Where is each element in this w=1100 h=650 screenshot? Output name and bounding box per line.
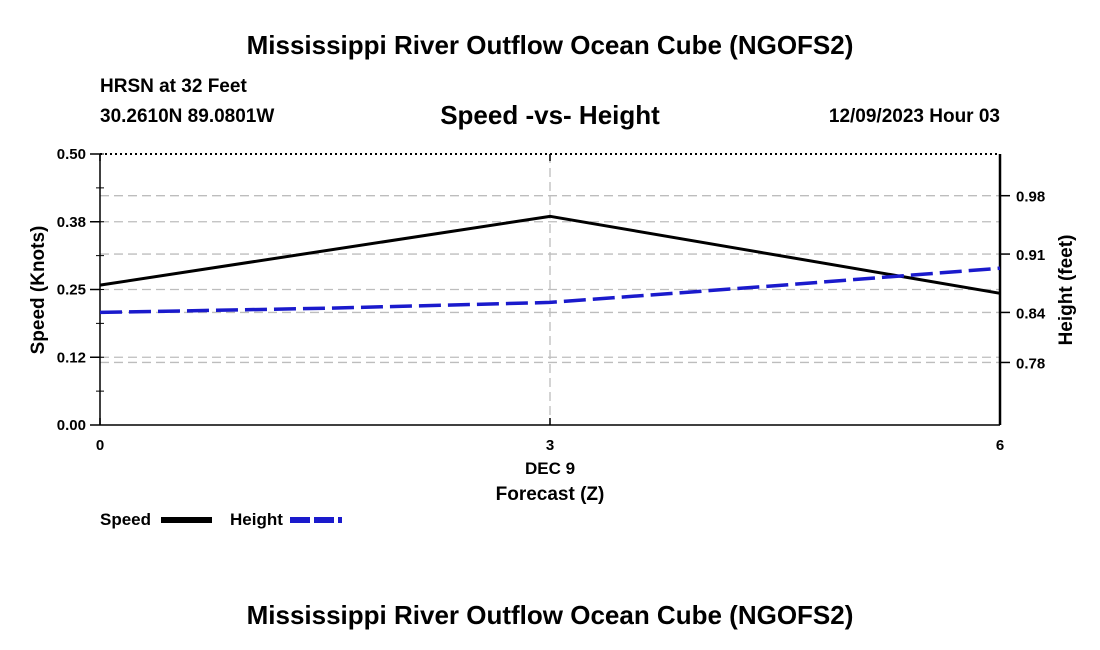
x-date-label: DEC 9 bbox=[525, 459, 575, 478]
forecast-datetime: 12/09/2023 Hour 03 bbox=[828, 106, 1000, 127]
page-footer-title: Mississippi River Outflow Ocean Cube (NG… bbox=[246, 600, 854, 630]
y-left-tick-label: 0.12 bbox=[57, 349, 86, 366]
speed-series-line bbox=[99, 214, 1001, 295]
y-left-tick-label: 0.50 bbox=[57, 146, 86, 163]
x-tick-label: 3 bbox=[546, 437, 554, 454]
y-left-tick-label: 0.38 bbox=[57, 214, 86, 231]
y-right-tick-label: 0.98 bbox=[1016, 189, 1045, 206]
y-left-tick-label: 0.25 bbox=[57, 282, 86, 299]
x-tick-label: 0 bbox=[96, 437, 104, 454]
y-left-axis-title: Speed (Knots) bbox=[28, 226, 49, 355]
legend-height-label: Height bbox=[230, 510, 283, 529]
plot-title: Speed -vs- Height bbox=[440, 100, 660, 130]
page-title: Mississippi River Outflow Ocean Cube (NG… bbox=[246, 30, 854, 60]
station-coordinates: 30.2610N 89.0801W bbox=[100, 106, 275, 127]
y-left-tick-label: 0.00 bbox=[57, 417, 86, 434]
station-name: HRSN at 32 Feet bbox=[100, 76, 247, 97]
y-right-tick-label: 0.91 bbox=[1016, 247, 1045, 264]
grid-lines bbox=[100, 154, 1000, 425]
y-right-tick-label: 0.78 bbox=[1016, 355, 1045, 372]
tick-labels: 0 3 6 0.00 0.12 0.25 0.38 0.50 0.78 0.84 0.91 0.98 bbox=[57, 146, 1046, 454]
legend-speed-label: Speed bbox=[100, 510, 151, 529]
x-axis-title: Forecast (Z) bbox=[496, 484, 605, 505]
x-tick-label: 6 bbox=[996, 437, 1004, 454]
y-right-tick-label: 0.84 bbox=[1016, 305, 1046, 322]
series-lines bbox=[99, 214, 1001, 315]
height-series-line bbox=[99, 266, 1001, 315]
axes bbox=[90, 153, 1010, 426]
y-right-axis-title: Height (feet) bbox=[1056, 235, 1077, 346]
